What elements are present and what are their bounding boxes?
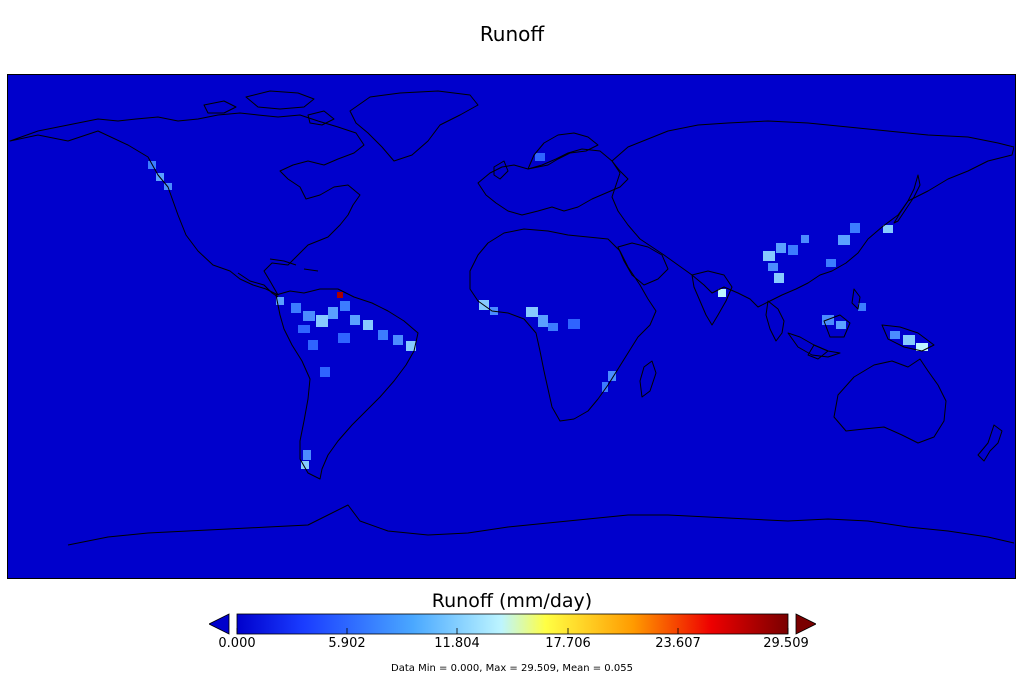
world-map xyxy=(7,74,1016,579)
colorbar-label: Runoff (mm/day) xyxy=(431,590,593,612)
colorbar-gradient xyxy=(236,613,789,635)
colorbar-min-arrow xyxy=(209,613,230,635)
colorbar-ticks xyxy=(236,628,789,634)
colorbar-tick-label: 5.902 xyxy=(328,636,366,651)
map-svg xyxy=(9,90,1014,546)
colorbar-tick-label: 17.706 xyxy=(545,636,591,651)
colorbar-tick-label: 0.000 xyxy=(218,636,256,651)
colorbar xyxy=(209,613,816,635)
map-title: Runoff xyxy=(479,22,545,46)
runoff-cells xyxy=(148,153,928,469)
colorbar-tick-label: 11.804 xyxy=(434,636,480,651)
coastlines xyxy=(9,90,1014,546)
colorbar-tick-label: 29.509 xyxy=(763,636,809,651)
colorbar-max-arrow xyxy=(795,613,816,635)
data-stats: Data Min = 0.000, Max = 29.509, Mean = 0… xyxy=(391,663,633,674)
colorbar-tick-label: 23.607 xyxy=(655,636,701,651)
